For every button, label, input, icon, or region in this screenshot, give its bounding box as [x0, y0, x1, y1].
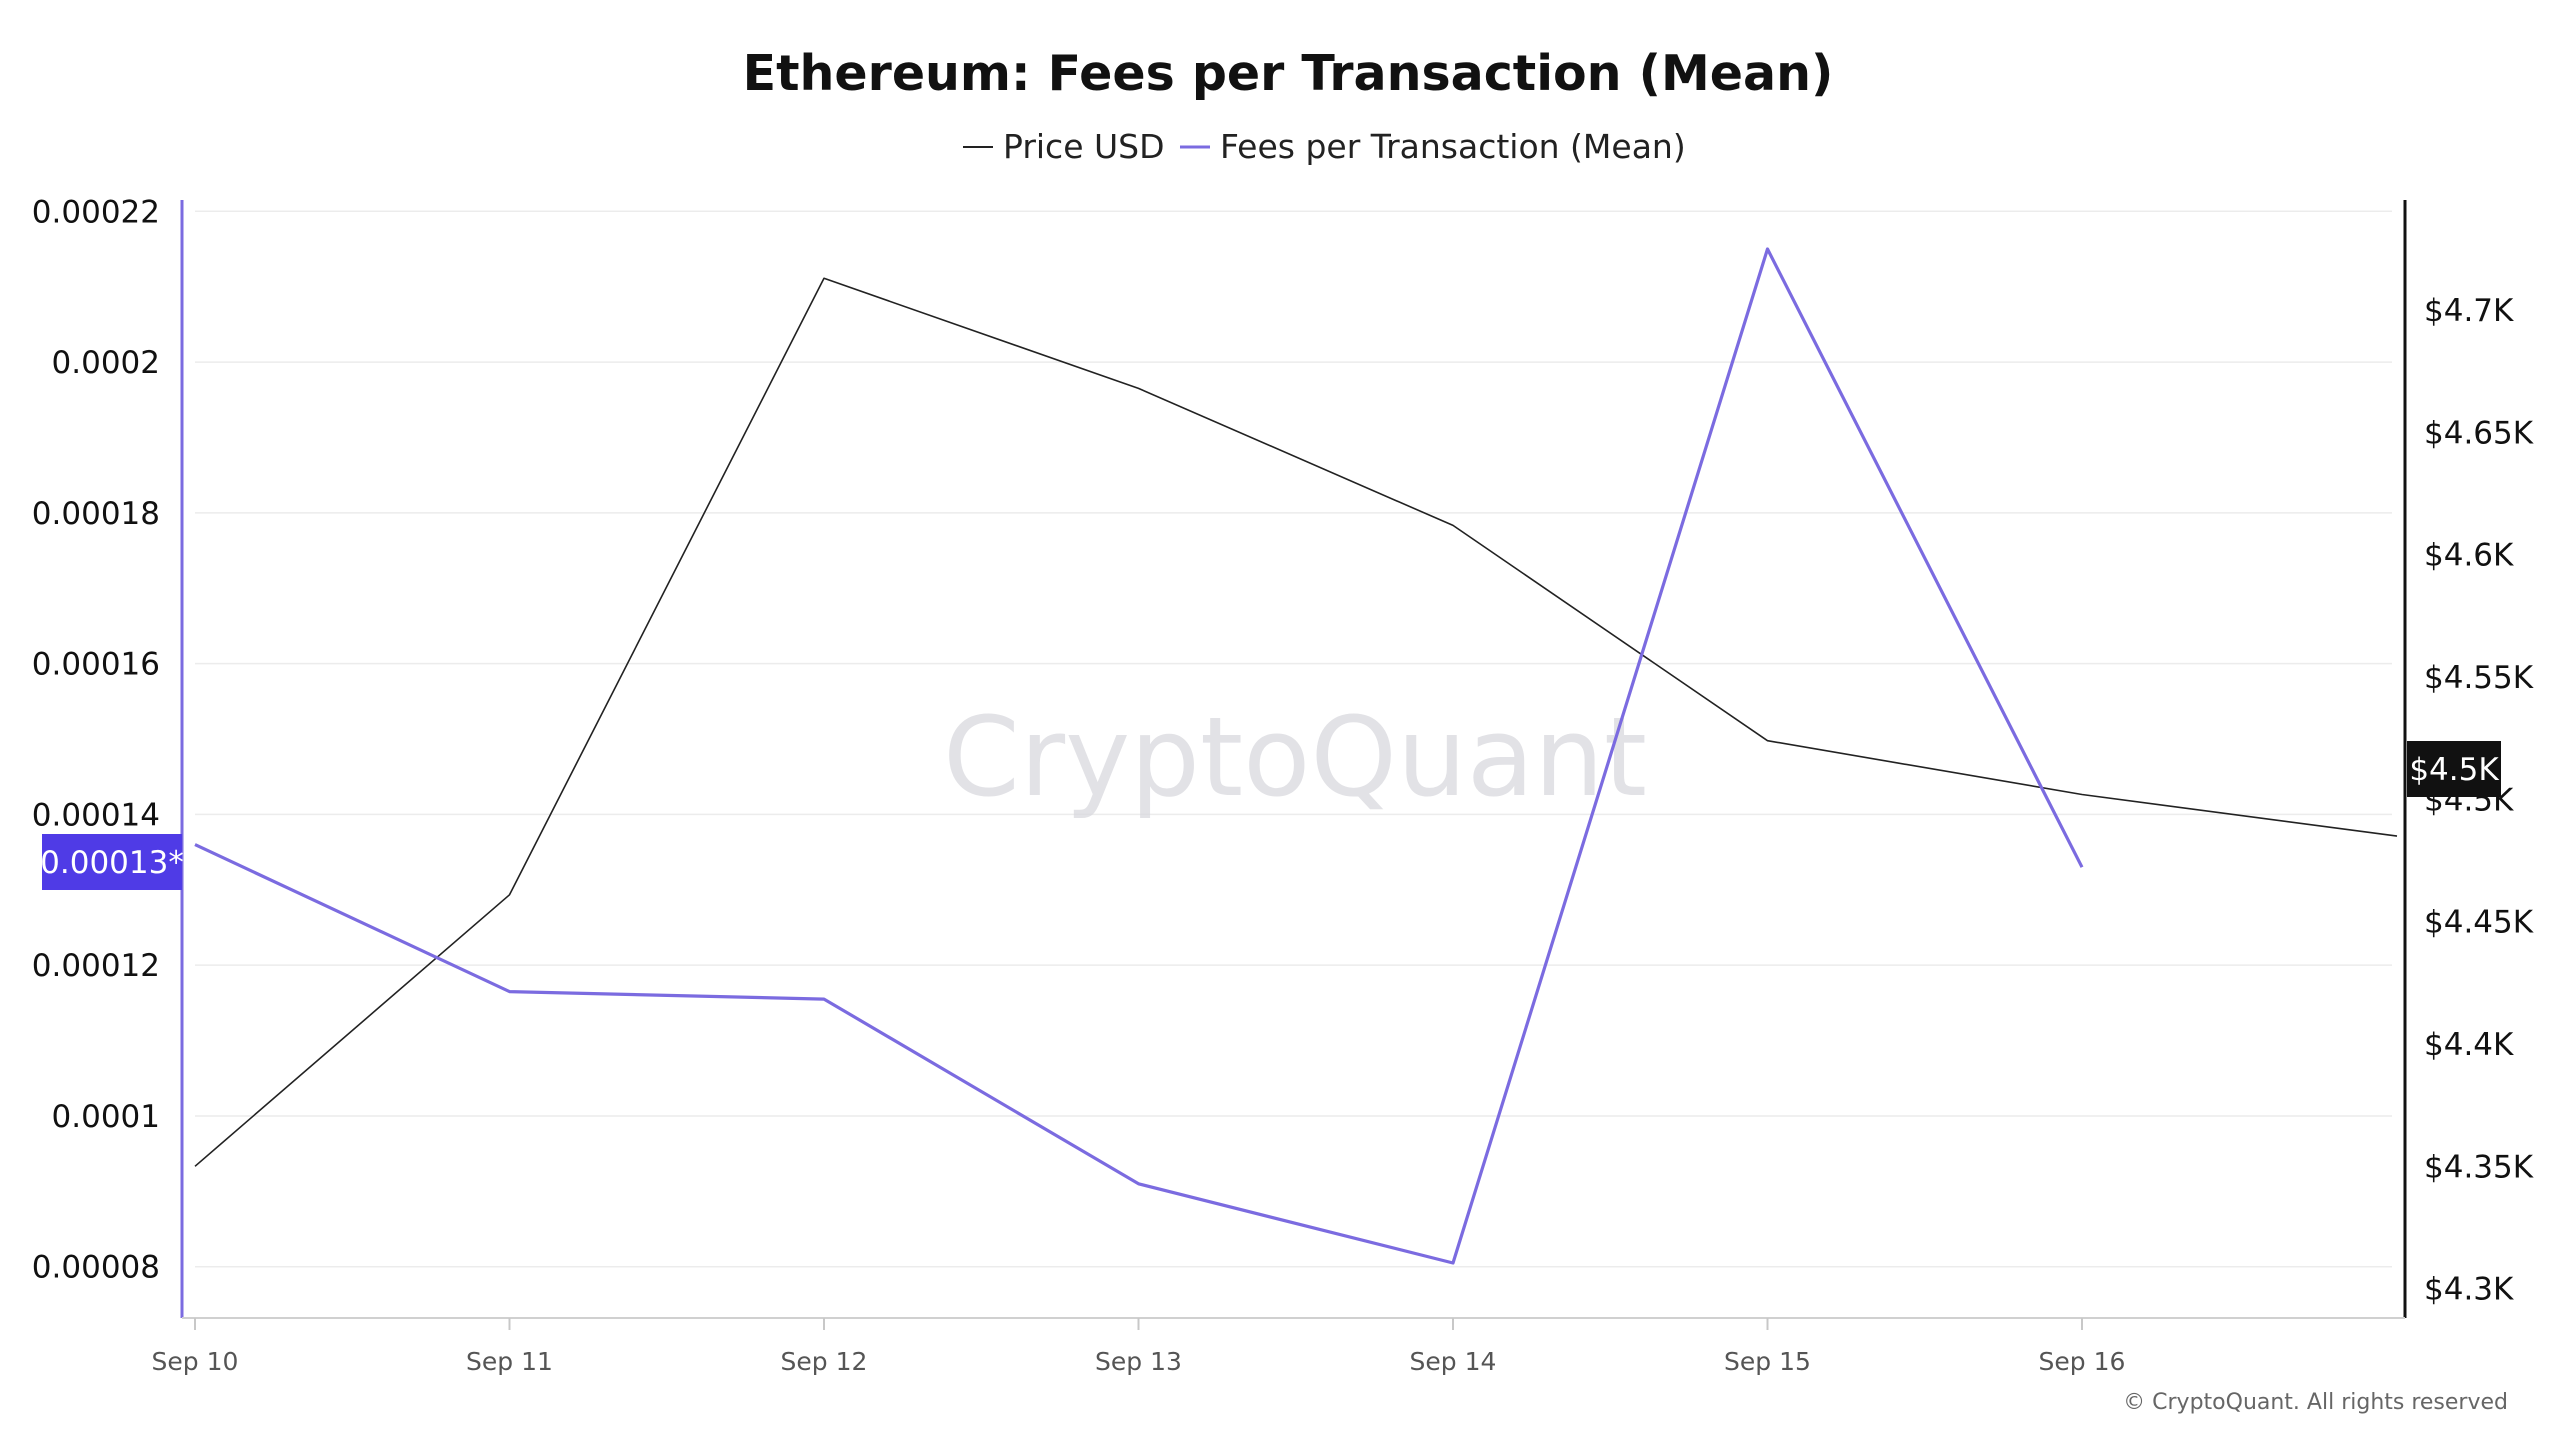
- y-right-tick-label: $4.6K: [2424, 538, 2514, 574]
- fees-per-transaction-line: [194, 247, 2084, 1265]
- x-tick-label: Sep 11: [466, 1347, 553, 1376]
- fees-current-badge-bg: [42, 834, 182, 890]
- price-current-badge-label: $4.5K: [2409, 752, 2499, 788]
- y-right-tick-label: $4.45K: [2424, 905, 2534, 941]
- copyright: © CryptoQuant. All rights reserved: [2123, 1390, 2508, 1415]
- y-left-tick-label: 0.00022: [32, 194, 160, 230]
- y-right-tick-label: $4.35K: [2424, 1149, 2534, 1185]
- y-right-tick-label: $4.4K: [2424, 1027, 2514, 1063]
- fees-current-badge-label: 0.00013*: [40, 845, 184, 881]
- legend-item-fees[interactable]: Fees per Transaction (Mean): [1180, 127, 1686, 166]
- x-tick-label: Sep 12: [781, 1347, 868, 1376]
- watermark: CryptoQuant: [943, 693, 1647, 821]
- y-left-tick-label: 0.0002: [52, 345, 160, 381]
- y-left-tick-label: 0.00008: [32, 1250, 160, 1286]
- fees-current-badge: 0.00013*: [40, 834, 184, 890]
- series: [194, 247, 2398, 1265]
- legend-label-price: Price USD: [1003, 127, 1165, 166]
- x-tick-label: Sep 13: [1095, 1347, 1182, 1376]
- legend: Price USD Fees per Transaction (Mean): [963, 127, 1686, 166]
- price-current-badge-bg: [2407, 741, 2501, 797]
- y-left-tick-label: 0.00016: [32, 647, 160, 683]
- y-right-tick-label: $4.55K: [2424, 660, 2534, 696]
- axes: [180, 200, 2407, 1319]
- y-right-tick-label: $4.65K: [2424, 415, 2534, 451]
- y-left-tick-label: 0.00012: [32, 948, 160, 984]
- y-axis-left-ticks: 0.00008 0.0001 0.00012 0.00014 0.00016 0.0001…: [32, 194, 160, 1285]
- chart-title: Ethereum: Fees per Transaction (Mean): [743, 45, 1834, 102]
- price-current-badge: $4.5K: [2407, 741, 2501, 797]
- legend-item-price[interactable]: Price USD: [963, 127, 1165, 166]
- x-tick-label: Sep 15: [1724, 1347, 1811, 1376]
- x-tick-label: Sep 10: [152, 1347, 239, 1376]
- y-right-tick-label: $4.3K: [2424, 1272, 2514, 1308]
- y-left-tick-label: 0.0001: [52, 1099, 160, 1135]
- legend-label-fees: Fees per Transaction (Mean): [1220, 127, 1686, 166]
- y-right-tick-label: $4.7K: [2424, 293, 2514, 329]
- grid: [195, 210, 2392, 1268]
- x-axis-ticks: Sep 10 Sep 11 Sep 12 Sep 13 Sep 14 Sep 15 Sep …: [152, 1318, 2126, 1376]
- price-usd-line: [194, 277, 2398, 1167]
- y-axis-right-ticks: $4.3K$4.35K$4.4K$4.45K$4.5K$4.55K$4.6K$4…: [2424, 293, 2534, 1308]
- x-tick-label: Sep 16: [2039, 1347, 2126, 1376]
- y-left-tick-label: 0.00018: [32, 496, 160, 532]
- x-tick-label: Sep 14: [1410, 1347, 1497, 1376]
- y-left-tick-label: 0.00014: [32, 797, 160, 833]
